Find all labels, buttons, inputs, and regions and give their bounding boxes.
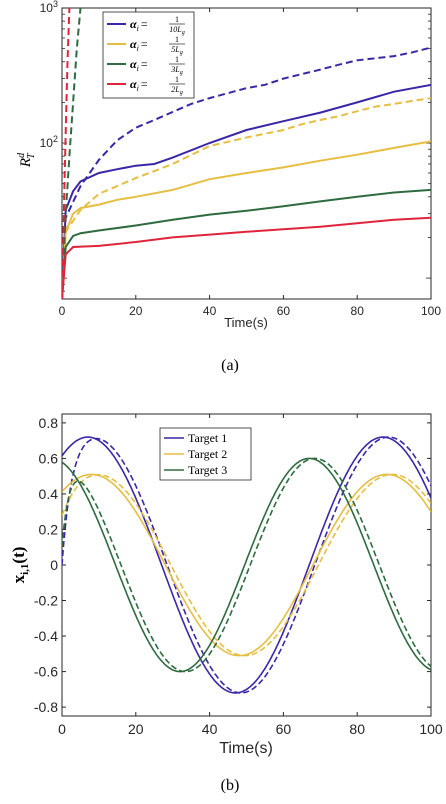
legend-fraction-num-a: 1 [175, 55, 179, 64]
caption-a: (a) [221, 357, 239, 374]
y-tick-label-b: 0 [50, 557, 58, 573]
series-solid-line-b-2 [62, 473, 431, 657]
legend-fraction-den-a: 2Lg [171, 85, 182, 96]
y-tick-label-a: 102 [40, 134, 58, 150]
series-dashed-line-a-3 [62, 8, 82, 299]
series-solid-line-b-1 [62, 436, 431, 694]
series-solid-line-b-3 [62, 457, 431, 673]
y-tick-label-a: 103 [40, 0, 58, 15]
legend-fraction-num-a: 1 [175, 75, 179, 84]
series-solid-line-a-3 [62, 188, 431, 299]
y-axis-label-b: xi,1(t) [9, 547, 31, 584]
x-tick-label-a: 100 [421, 304, 441, 318]
y-tick-label-b: 0.2 [39, 521, 59, 537]
series-dashed-line-b-1 [62, 436, 431, 694]
y-tick-label-b: 0.4 [39, 486, 59, 502]
y-tick-label-b: 0.6 [39, 450, 59, 466]
y-tick-label-b: -0.4 [34, 628, 58, 644]
legend-fraction-den-a: 10Lg [169, 25, 184, 36]
y-axis-label-a: RdT [16, 152, 37, 168]
legend-entry-a: αi = [130, 57, 148, 73]
series-dashed-line-b-3 [62, 457, 431, 673]
series-lines-b [62, 436, 431, 694]
y-tick-label-b: 0.8 [39, 415, 59, 431]
x-tick-label-b: 100 [419, 721, 443, 737]
legend-entry-a: αi = [130, 17, 148, 33]
x-tick-label-a: 0 [59, 304, 66, 318]
series-dashed-line-a-4 [62, 8, 71, 299]
legend-entry-b: Target 3 [188, 463, 227, 477]
x-tick-label-b: 60 [276, 721, 292, 737]
x-tick-label-a: 40 [203, 304, 217, 318]
x-axis-label-b: Time(s) [219, 740, 273, 757]
x-axis-label-a: Time(s) [224, 315, 268, 330]
x-tick-label-a: 60 [277, 304, 291, 318]
legend-fraction-den-a: 5Lg [171, 45, 182, 56]
x-tick-label-a: 20 [129, 304, 143, 318]
y-tick-label-b: -0.6 [34, 664, 58, 680]
series-solid-line-a-4 [62, 216, 431, 299]
legend-fraction-num-a: 1 [175, 35, 179, 44]
legend-entry-a: αi = [130, 77, 148, 93]
legend-entry-b: Target 2 [188, 447, 227, 461]
series-dashed-line-b-2 [62, 473, 431, 657]
legend-entry-a: αi = [130, 37, 148, 53]
x-tick-label-a: 80 [351, 304, 365, 318]
series-dashed-line-a-2 [62, 97, 431, 299]
legend-fraction-den-a: 3Lg [170, 65, 182, 76]
legend-fraction-num-a: 1 [175, 15, 179, 24]
x-tick-label-b: 80 [349, 721, 365, 737]
y-tick-label-b: -0.2 [34, 593, 58, 609]
series-dashed-line-a-1 [62, 46, 431, 299]
chart-b: 0 20 40 60 80 100 -0.8 -0.6 -0.4 -0.2 0 0.2 0.4 0.6 0.… [9, 413, 443, 794]
ticks-b: 0 20 40 60 80 100 -0.8 -0.6 -0.4 -0.2 0 0.2 0.4 0.6 0.… [34, 414, 443, 737]
x-tick-label-b: 40 [202, 721, 218, 737]
x-tick-label-b: 0 [58, 721, 66, 737]
ticks-a: 0 20 40 60 80 100 102 103 [40, 0, 442, 318]
legend-b: Target 1 Target 2 Target 3 [159, 427, 252, 481]
y-tick-label-b: -0.8 [34, 699, 58, 715]
x-tick-label-b: 20 [128, 721, 144, 737]
legend-entry-b: Target 1 [188, 431, 227, 445]
series-lines-a [62, 8, 431, 299]
series-solid-line-a-2 [62, 140, 431, 299]
series-solid-line-a-1 [62, 83, 431, 299]
caption-b: (b) [221, 777, 240, 794]
